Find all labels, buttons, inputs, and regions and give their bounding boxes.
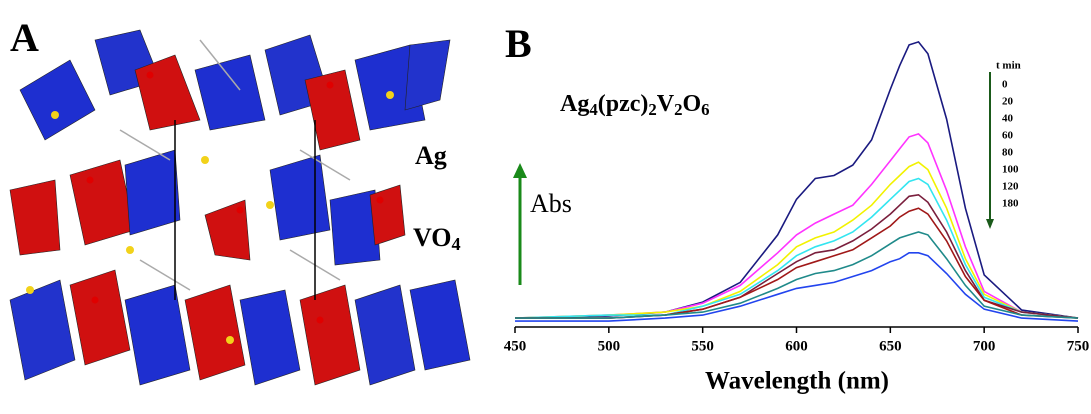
x-tick-label: 550 bbox=[691, 338, 714, 354]
x-tick-label: 650 bbox=[879, 338, 902, 354]
o-atom bbox=[237, 207, 244, 214]
legend-label: 180 bbox=[1002, 198, 1019, 210]
spectrum-line bbox=[515, 253, 1078, 321]
x-tick-label: 500 bbox=[598, 338, 621, 354]
page: {"panel_a": {"label": "A", "annotations"… bbox=[0, 0, 1091, 414]
polyhedron bbox=[410, 280, 470, 370]
polyhedron bbox=[125, 285, 190, 385]
o-atom bbox=[147, 72, 154, 79]
x-tick-label: 450 bbox=[504, 338, 527, 354]
legend-arrow-head bbox=[986, 219, 994, 229]
ag-atom bbox=[26, 286, 34, 294]
polyhedron bbox=[300, 285, 360, 385]
ag-atom bbox=[266, 201, 274, 209]
polyhedron bbox=[305, 70, 360, 150]
x-tick-label: 700 bbox=[973, 338, 996, 354]
polyhedron bbox=[370, 185, 405, 245]
polyhedron bbox=[70, 270, 130, 365]
ag-atom bbox=[126, 246, 134, 254]
ag-atom bbox=[201, 156, 209, 164]
o-atom bbox=[87, 177, 94, 184]
legend-label: 0 bbox=[1002, 79, 1008, 91]
spectrum-line bbox=[515, 134, 1078, 318]
o-atom bbox=[317, 317, 324, 324]
annotation: Ag bbox=[415, 141, 447, 170]
ag-atom bbox=[226, 336, 234, 344]
legend-label: 40 bbox=[1002, 113, 1014, 125]
ag-atom bbox=[386, 91, 394, 99]
spectrum-line bbox=[515, 232, 1078, 318]
polyhedron bbox=[20, 60, 95, 140]
x-tick-label: 750 bbox=[1067, 338, 1090, 354]
panel-label: A bbox=[10, 15, 39, 60]
crystal-structure: A Ag VO4 bbox=[10, 15, 470, 385]
legend-label: 80 bbox=[1002, 147, 1014, 159]
spectrum-line bbox=[515, 162, 1078, 318]
ag-atom bbox=[51, 111, 59, 119]
annotation: VO4 bbox=[413, 223, 461, 254]
polyhedron bbox=[195, 55, 265, 130]
legend-label: 120 bbox=[1002, 181, 1019, 193]
polyhedron bbox=[240, 290, 300, 385]
polyhedron bbox=[125, 150, 180, 235]
legend-label: 60 bbox=[1002, 130, 1014, 142]
chart-title: Ag4(pzc)2V2O6 bbox=[560, 91, 710, 119]
y-axis-label: Abs bbox=[530, 189, 572, 218]
o-atom bbox=[92, 297, 99, 304]
figure: A Ag VO4 B Ag4(pzc)2V2O6 Abs Wavelength … bbox=[0, 0, 1091, 414]
ligand bbox=[120, 130, 170, 160]
panel-label: B bbox=[505, 21, 532, 66]
x-axis-label: Wavelength (nm) bbox=[705, 368, 889, 395]
legend-label: 100 bbox=[1002, 164, 1019, 176]
arrow-head bbox=[513, 163, 527, 178]
ligand bbox=[140, 260, 190, 290]
polyhedron bbox=[10, 280, 75, 380]
o-atom bbox=[377, 197, 384, 204]
polyhedron bbox=[70, 160, 135, 245]
polyhedron bbox=[405, 40, 450, 110]
polyhedron bbox=[355, 285, 415, 385]
polyhedron bbox=[270, 155, 330, 240]
polyhedron bbox=[10, 180, 60, 255]
polyhedron bbox=[185, 285, 245, 380]
x-tick-label: 600 bbox=[785, 338, 808, 354]
legend-title: t min bbox=[996, 60, 1021, 72]
polyhedron bbox=[135, 55, 200, 130]
o-atom bbox=[327, 82, 334, 89]
legend-label: 20 bbox=[1002, 96, 1014, 108]
spectrum-line bbox=[515, 42, 1078, 318]
